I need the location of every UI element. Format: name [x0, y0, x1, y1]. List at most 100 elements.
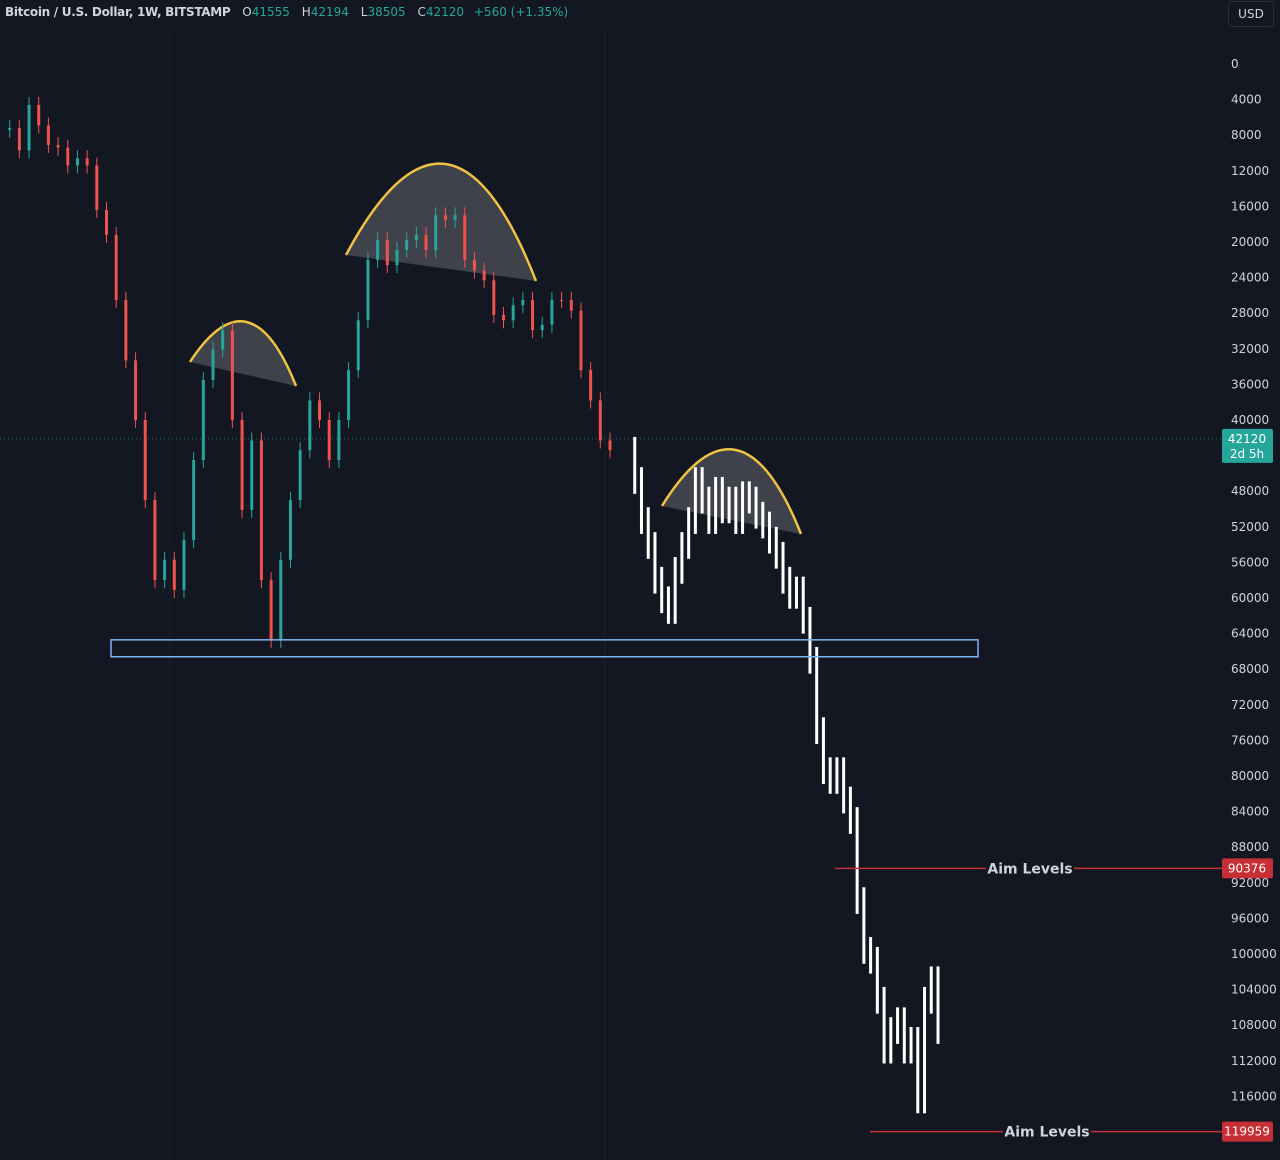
candle-body — [221, 330, 225, 350]
currency-button[interactable]: USD — [1228, 1, 1274, 27]
y-axis-tick-label: 88000 — [1231, 840, 1269, 854]
projection-bar — [727, 486, 731, 524]
projection-bar — [761, 501, 765, 539]
candle-body — [259, 440, 263, 581]
candle-body — [134, 360, 138, 420]
candle-body — [598, 400, 602, 441]
aim-level-label-bg — [1003, 1122, 1091, 1141]
candle-body — [501, 314, 505, 321]
y-axis-tick-label: 36000 — [1231, 377, 1269, 391]
open-value: 41555 — [251, 5, 290, 19]
candle-body — [424, 234, 428, 251]
projection-bar — [815, 646, 819, 744]
candle-body — [318, 400, 322, 420]
candle-body — [569, 299, 573, 311]
y-axis-tick-label: 24000 — [1231, 271, 1269, 285]
candle-body — [405, 240, 409, 251]
projection-bar — [693, 467, 697, 534]
projection-bar — [923, 986, 927, 1114]
aim-level-label-bg — [986, 859, 1074, 878]
y-axis-tick-label: 104000 — [1231, 983, 1277, 997]
candle-body — [211, 349, 215, 380]
candle-body — [46, 125, 50, 145]
candle-body — [366, 259, 370, 321]
candle-body — [105, 209, 109, 235]
symbol-title: Bitcoin / U.S. Dollar, 1W, BITSTAMP — [5, 5, 231, 19]
candle-body — [279, 559, 283, 640]
candle-body — [298, 450, 302, 501]
candle-body — [27, 104, 31, 151]
bar-countdown: 2d 5h — [1230, 447, 1264, 461]
projection-bar — [687, 507, 691, 559]
projection-bar — [936, 966, 940, 1044]
candle-body — [269, 580, 273, 640]
candle-body — [240, 420, 244, 510]
projection-bar — [889, 1017, 893, 1064]
y-axis-tick-label: 80000 — [1231, 769, 1269, 783]
projection-bar — [862, 887, 866, 964]
candle-body — [143, 420, 147, 501]
projection-bar — [875, 946, 879, 1014]
y-axis-tick-label: 48000 — [1231, 484, 1269, 498]
candle-body — [153, 500, 157, 581]
arc-pattern — [344, 162, 538, 282]
y-axis-tick-label: 72000 — [1231, 698, 1269, 712]
close-label: C — [417, 5, 426, 19]
projection-bar — [781, 541, 785, 594]
candle-body — [250, 440, 254, 510]
arc-fill — [190, 321, 296, 386]
support-zone-box — [110, 639, 979, 658]
candle-body — [511, 305, 515, 321]
candle-body — [434, 215, 438, 251]
projection-bar — [734, 486, 738, 534]
last-price-value: 42120 — [1228, 432, 1266, 446]
projection-bar — [848, 786, 852, 834]
y-axis-tick-label: 0 — [1231, 57, 1239, 71]
y-axis-tick-label: 56000 — [1231, 555, 1269, 569]
candle-body — [414, 234, 418, 241]
candle-body — [192, 460, 196, 541]
candle-body — [347, 370, 351, 420]
aim-price-tag — [1222, 858, 1273, 879]
candle-body — [288, 500, 292, 560]
projection-bar — [741, 481, 745, 534]
candle-body — [540, 324, 544, 331]
high-label: H — [301, 5, 311, 19]
projection-bar — [646, 507, 650, 559]
projection-bar — [794, 576, 798, 609]
candle-body — [8, 128, 12, 130]
projection-bar — [653, 532, 657, 594]
projection-bar — [774, 526, 778, 569]
candle-body — [550, 299, 554, 325]
projection-bar — [707, 486, 711, 534]
aim-level-label: Aim Levels — [987, 861, 1072, 877]
y-axis-tick-label: 4000 — [1231, 93, 1262, 107]
projection-bar — [680, 532, 684, 584]
candle-body — [453, 215, 457, 220]
y-axis-tick-label: 52000 — [1231, 520, 1269, 534]
projection-bar — [720, 476, 724, 524]
candle-body — [492, 280, 496, 315]
candle-body — [531, 299, 535, 331]
candle-body — [579, 310, 583, 371]
candle-body — [124, 299, 128, 361]
change-value: +560 (+1.35%) — [473, 5, 569, 19]
y-axis-tick-label: 68000 — [1231, 662, 1269, 676]
projection-bar — [842, 757, 846, 814]
projection-bar — [902, 1007, 906, 1064]
projection-bar — [869, 937, 873, 974]
projection-bar — [666, 586, 670, 624]
candle-body — [95, 165, 99, 210]
low-label: L — [360, 5, 368, 19]
projection-bar — [909, 1026, 913, 1064]
y-axis-tick-label: 76000 — [1231, 733, 1269, 747]
candle-body — [66, 147, 70, 166]
candle-body — [85, 158, 89, 166]
projection-bar — [714, 476, 718, 534]
projection-bar — [855, 807, 859, 914]
projection-bar — [754, 486, 758, 529]
y-axis-tick-label: 112000 — [1231, 1054, 1277, 1068]
y-axis-tick-label: 60000 — [1231, 591, 1269, 605]
aim-price-tag — [1222, 1121, 1273, 1142]
